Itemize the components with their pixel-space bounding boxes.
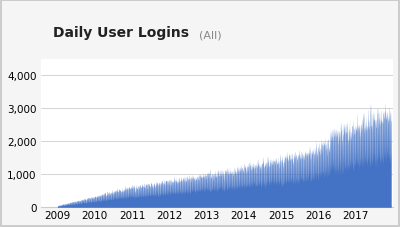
Text: (All): (All) (192, 30, 222, 40)
Text: Daily User Logins: Daily User Logins (53, 26, 189, 40)
